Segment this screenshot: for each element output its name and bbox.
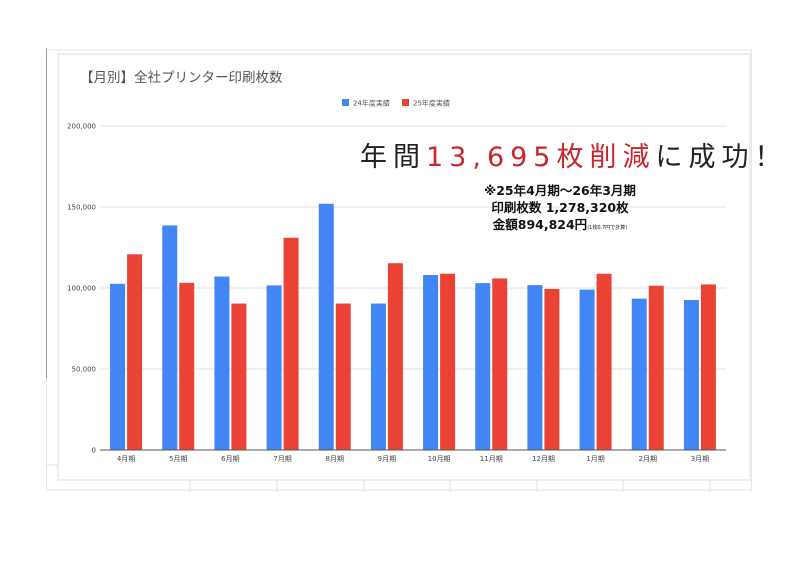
bar-24-11月期 bbox=[475, 283, 491, 450]
bar-25-3月期 bbox=[700, 284, 716, 450]
bar-24-3月期 bbox=[683, 299, 699, 450]
bar-25-1月期 bbox=[596, 273, 612, 450]
bar-chart: 【月別】全社プリンター印刷枚数 24年度実績 25年度実績 0 50,000 100,00… bbox=[46, 48, 752, 492]
amount-note: (1枚0.7円で計算) bbox=[587, 225, 628, 231]
bar-25-7月期 bbox=[283, 237, 299, 450]
period-text: ※25年4月期～26年3月期 bbox=[484, 183, 636, 198]
legend-label: 25年度実績 bbox=[413, 99, 450, 108]
spreadsheet-frame: 【月別】全社プリンター印刷枚数 24年度実績 25年度実績 0 50,000 100,00… bbox=[46, 48, 752, 492]
x-tick-label: 12月期 bbox=[532, 455, 555, 463]
bar-25-2月期 bbox=[648, 285, 664, 450]
bar-25-4月期 bbox=[127, 254, 143, 450]
x-tick-label: 4月期 bbox=[117, 455, 135, 463]
bar-24-5月期 bbox=[162, 225, 178, 450]
bar-24-1月期 bbox=[579, 289, 595, 450]
x-tick-label: 7月期 bbox=[273, 455, 291, 463]
y-tick-label: 200,000 bbox=[67, 123, 96, 131]
bar-24-6月期 bbox=[214, 276, 230, 450]
legend-swatch bbox=[402, 99, 409, 106]
y-tick-label: 150,000 bbox=[67, 204, 96, 212]
count-text: 印刷枚数 1,278,320枚 bbox=[491, 200, 629, 215]
bar-24-10月期 bbox=[423, 275, 439, 450]
bar-24-12月期 bbox=[527, 285, 543, 450]
legend-swatch bbox=[342, 99, 349, 106]
bar-25-6月期 bbox=[231, 303, 247, 450]
headline-prefix: 年間 bbox=[360, 142, 426, 173]
amount-text: 金額894,824円 bbox=[492, 217, 588, 232]
bar-24-9月期 bbox=[370, 303, 386, 450]
bar-25-8月期 bbox=[335, 303, 351, 450]
x-tick-label: 5月期 bbox=[169, 455, 187, 463]
x-tick-label: 9月期 bbox=[378, 455, 396, 463]
bar-25-12月期 bbox=[544, 288, 560, 450]
bar-25-10月期 bbox=[440, 273, 456, 450]
y-tick-label: 100,000 bbox=[67, 285, 96, 293]
chart-title: 【月別】全社プリンター印刷枚数 bbox=[80, 69, 283, 86]
headline-suffix: に成功！ bbox=[655, 142, 788, 173]
headline-number: 13,695枚削減 bbox=[426, 142, 656, 173]
x-tick-label: 3月期 bbox=[691, 455, 709, 463]
bar-25-11月期 bbox=[492, 278, 508, 450]
bar-24-4月期 bbox=[110, 283, 126, 450]
legend-label: 24年度実績 bbox=[353, 99, 390, 108]
bar-24-2月期 bbox=[631, 298, 647, 450]
x-tick-label: 6月期 bbox=[221, 455, 239, 463]
annotation: 年間13,695枚削減に成功！ ※25年4月期～26年3月期 印刷枚数 1,27… bbox=[360, 135, 781, 237]
x-tick-label: 10月期 bbox=[428, 455, 451, 463]
bar-25-5月期 bbox=[179, 282, 195, 450]
bar-24-8月期 bbox=[318, 203, 334, 450]
y-tick-label: 50,000 bbox=[72, 366, 97, 374]
x-tick-label: 8月期 bbox=[326, 455, 344, 463]
y-tick-label: 0 bbox=[92, 447, 96, 455]
x-tick-label: 1月期 bbox=[586, 455, 604, 463]
headline: 年間13,695枚削減に成功！ bbox=[360, 135, 781, 174]
x-tick-label: 11月期 bbox=[480, 455, 503, 463]
x-tick-label: 2月期 bbox=[639, 455, 657, 463]
bar-25-9月期 bbox=[387, 263, 403, 450]
bar-24-7月期 bbox=[266, 285, 282, 450]
